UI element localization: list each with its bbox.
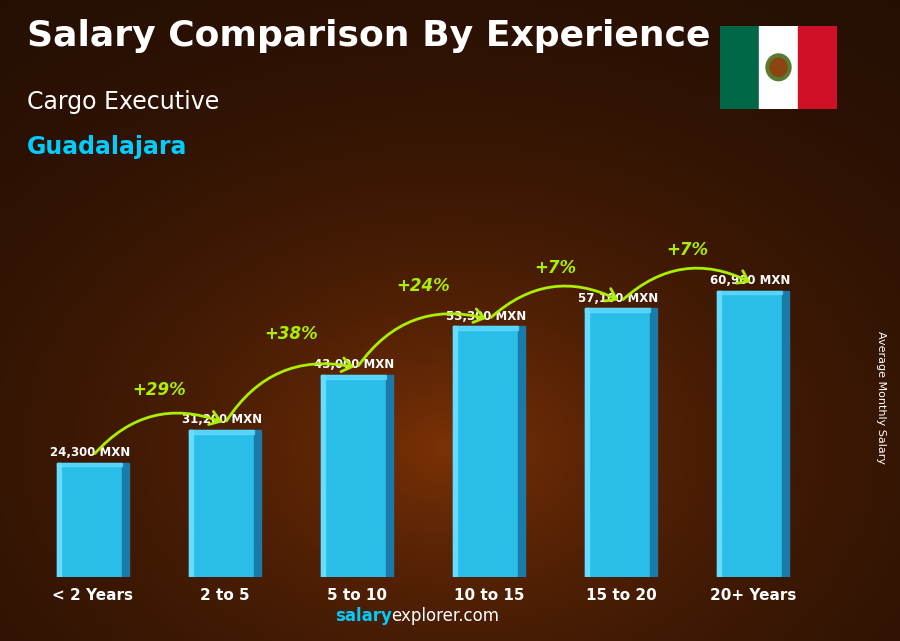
Circle shape — [766, 54, 791, 81]
Bar — [57, 463, 122, 577]
Bar — [386, 375, 393, 577]
Text: 31,200 MXN: 31,200 MXN — [182, 413, 262, 426]
Bar — [716, 290, 782, 294]
Bar — [716, 290, 782, 577]
Text: 60,900 MXN: 60,900 MXN — [710, 274, 790, 287]
Bar — [189, 430, 254, 434]
Bar — [453, 326, 518, 577]
FancyArrowPatch shape — [491, 286, 616, 317]
Bar — [720, 26, 759, 109]
FancyArrowPatch shape — [94, 412, 220, 454]
Bar — [650, 308, 657, 577]
Text: +7%: +7% — [534, 259, 576, 277]
Bar — [759, 26, 798, 109]
Bar — [57, 463, 122, 467]
Bar — [453, 326, 457, 577]
Text: +7%: +7% — [666, 241, 708, 259]
Bar — [453, 326, 518, 330]
Bar — [189, 430, 254, 577]
Text: 53,300 MXN: 53,300 MXN — [446, 310, 526, 322]
Text: Salary Comparison By Experience: Salary Comparison By Experience — [27, 19, 710, 53]
FancyArrowPatch shape — [623, 268, 749, 299]
Text: +24%: +24% — [396, 277, 450, 295]
Text: explorer.com: explorer.com — [392, 607, 500, 625]
Bar — [518, 326, 526, 577]
Text: +38%: +38% — [264, 325, 318, 343]
Text: salary: salary — [335, 607, 392, 625]
Text: Average Monthly Salary: Average Monthly Salary — [877, 331, 886, 464]
Bar — [716, 290, 721, 577]
Bar — [189, 430, 194, 577]
Text: 43,000 MXN: 43,000 MXN — [314, 358, 394, 371]
Bar — [585, 308, 590, 577]
Bar — [320, 375, 325, 577]
Bar — [122, 463, 130, 577]
Bar — [585, 308, 650, 312]
Bar — [320, 375, 386, 577]
Circle shape — [770, 58, 788, 76]
Text: Guadalajara: Guadalajara — [27, 135, 187, 158]
Text: +29%: +29% — [132, 381, 186, 399]
Bar — [254, 430, 261, 577]
FancyArrowPatch shape — [227, 358, 352, 421]
Text: Cargo Executive: Cargo Executive — [27, 90, 220, 113]
Bar — [798, 26, 837, 109]
Bar — [57, 463, 61, 577]
Text: 24,300 MXN: 24,300 MXN — [50, 446, 130, 459]
Bar — [585, 308, 650, 577]
Text: 57,100 MXN: 57,100 MXN — [578, 292, 659, 304]
FancyArrowPatch shape — [358, 309, 484, 365]
Bar — [782, 290, 789, 577]
Bar — [320, 375, 386, 379]
